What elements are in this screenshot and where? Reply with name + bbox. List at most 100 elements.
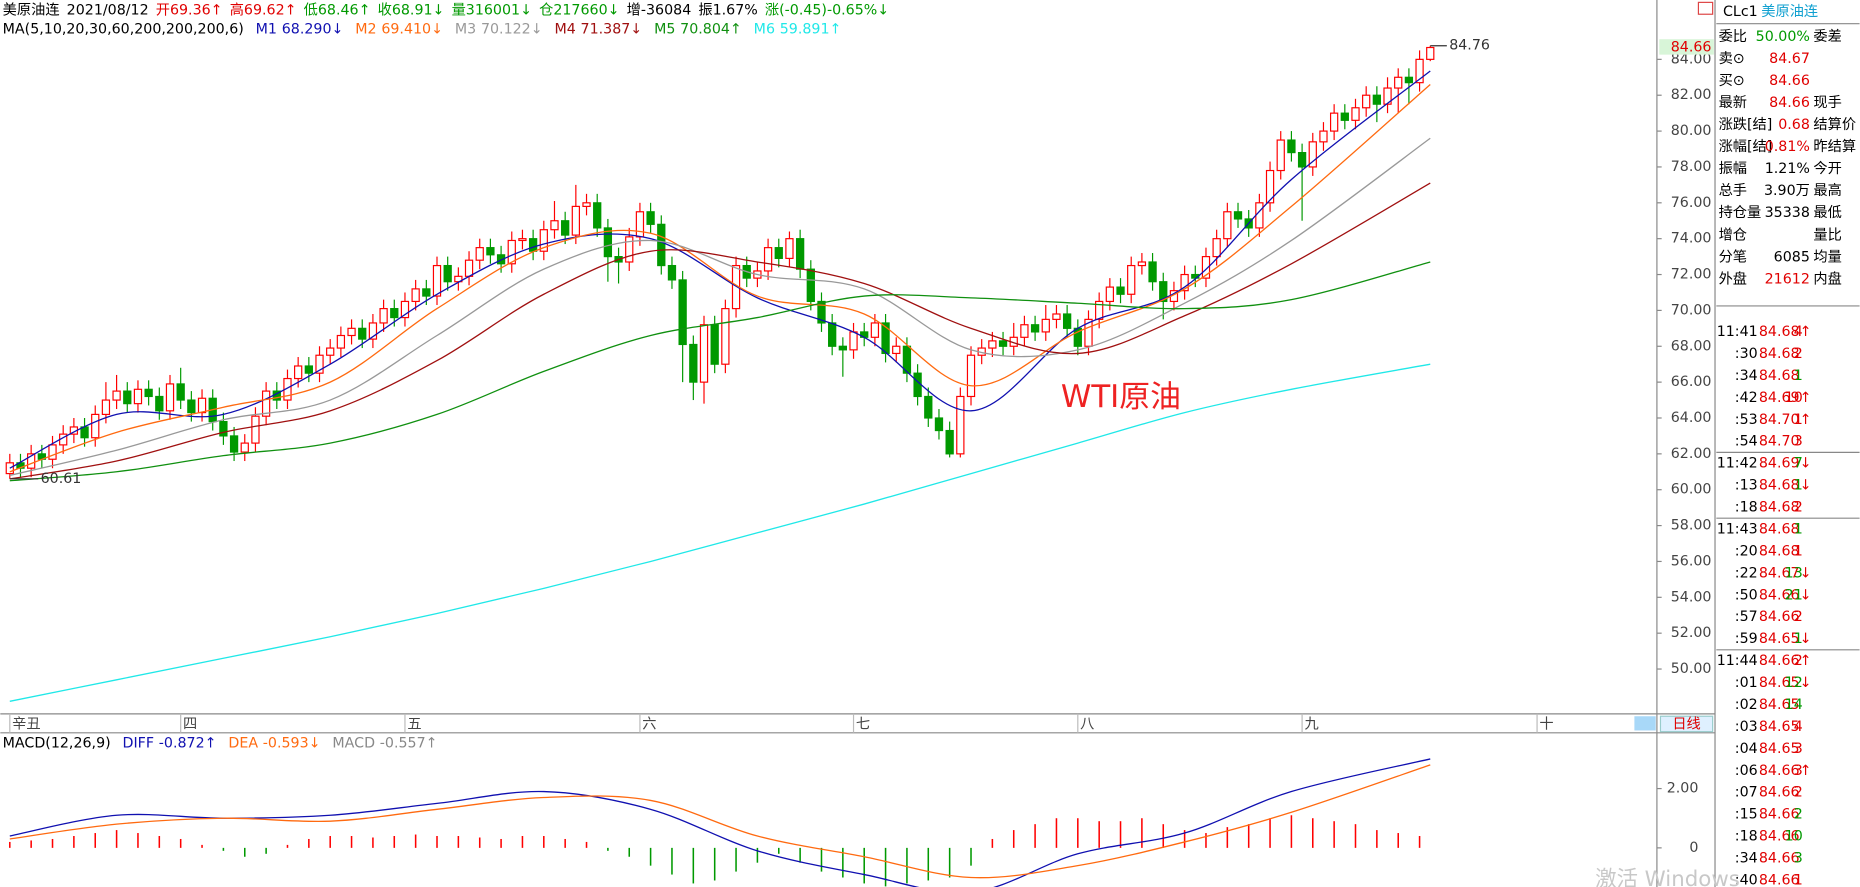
trade-time: :20 xyxy=(1735,543,1758,559)
y-tick-label: 74.00 xyxy=(1671,231,1712,247)
trade-volume: 2 xyxy=(1794,609,1803,625)
quote-label: 均量 xyxy=(1813,248,1841,265)
y-tick-label: 64.00 xyxy=(1671,410,1712,426)
legend-text: M1 xyxy=(256,22,277,38)
legend-text: 量316001↓ xyxy=(452,3,532,19)
last-price-label: 84.66 xyxy=(1671,40,1712,56)
candle-body xyxy=(400,300,410,319)
candle-body xyxy=(699,324,709,383)
quote-value: 21612 xyxy=(1765,271,1810,287)
candle-body xyxy=(1084,318,1093,347)
header-info: 美原油连 2021/08/12 开69.36↑ 高69.62↑ 低68.46↑ 收68.9… xyxy=(3,2,890,19)
ma-line xyxy=(9,137,1431,477)
candle-body xyxy=(678,279,687,346)
legend-text: 振1.67% xyxy=(698,2,757,19)
quote-value: 0.81% xyxy=(1765,139,1810,155)
candle-body xyxy=(197,397,207,414)
ma-line xyxy=(9,70,1431,469)
legend-text: 71.387↓ xyxy=(581,22,643,38)
legend-text: 开69.36↑ xyxy=(156,3,223,19)
candle-body xyxy=(1372,94,1382,105)
candle-body xyxy=(1276,139,1285,172)
trade-price: 84.65 xyxy=(1759,741,1800,757)
candle-body xyxy=(1148,261,1157,283)
candle-body xyxy=(368,322,378,340)
quote-label: 买⊙ xyxy=(1719,72,1745,89)
y-tick-label: 56.00 xyxy=(1671,553,1712,569)
candle-body xyxy=(913,372,922,398)
candle-body xyxy=(924,395,933,419)
candle-body xyxy=(710,324,719,365)
legend-text: 美原油连 xyxy=(3,2,60,19)
candle-body xyxy=(1020,324,1029,338)
candle-body xyxy=(219,420,228,437)
quote-label: 持仓量 xyxy=(1719,204,1762,221)
y-tick-label: 84.00 xyxy=(1671,51,1712,67)
trade-volume: 3 xyxy=(1794,763,1803,779)
candle-body xyxy=(1159,281,1168,303)
candle-body xyxy=(1223,211,1232,240)
trade-volume: 10 xyxy=(1785,829,1803,845)
quote-label: 总手 xyxy=(1719,182,1747,199)
symbol: CLc1 xyxy=(1723,4,1758,20)
trade-time: :02 xyxy=(1735,697,1758,713)
ma-line xyxy=(9,363,1431,702)
period-label[interactable]: 日线 xyxy=(1672,716,1700,733)
macd-legend: MACD(12,26,9) DIFF -0.872↑ DEA -0.593↓ MACD -0… xyxy=(3,736,438,752)
trade-time: :07 xyxy=(1735,785,1758,801)
quote-value: 1.21% xyxy=(1765,161,1810,177)
candle-body xyxy=(721,308,730,365)
candle-body xyxy=(774,247,783,259)
y-tick-label: 50.00 xyxy=(1671,661,1712,677)
trade-price: 84.68↓ xyxy=(1759,478,1812,494)
quote-label: 现手 xyxy=(1813,94,1841,111)
legend-text: M5 xyxy=(654,22,675,38)
legend-text: 增-36084 xyxy=(627,2,692,19)
quote-label: 分笔 xyxy=(1719,248,1747,265)
quote-label: 振幅 xyxy=(1719,160,1747,177)
candle-body xyxy=(838,345,847,351)
quote-label: 增仓 xyxy=(1719,226,1747,243)
quote-value: 0.68 xyxy=(1778,117,1810,133)
macd-line xyxy=(9,764,1431,879)
candle-body xyxy=(657,223,666,267)
window-icon[interactable] xyxy=(1697,1,1714,15)
trade-price: 84.66 xyxy=(1759,785,1800,801)
candle-body xyxy=(571,205,580,236)
quote-label: 最新 xyxy=(1719,94,1747,111)
trade-volume: 13 xyxy=(1785,565,1803,581)
candle-body xyxy=(112,390,121,401)
candle-body xyxy=(1265,169,1275,204)
period-button[interactable] xyxy=(1659,715,1714,733)
candle-body xyxy=(486,247,495,256)
candle-body xyxy=(1308,141,1317,168)
candle-body xyxy=(358,327,367,340)
ma-line xyxy=(9,83,1431,473)
trade-volume: 1 xyxy=(1794,521,1803,537)
quote-label: 外盘 xyxy=(1719,269,1747,287)
candle-body xyxy=(1415,58,1424,84)
candle-body xyxy=(48,444,57,460)
candle-body xyxy=(229,435,239,453)
candle-body xyxy=(240,442,249,453)
quote-label: 委差 xyxy=(1813,28,1841,45)
y-tick-label: 78.00 xyxy=(1671,159,1712,175)
ma-line xyxy=(9,261,1431,482)
scroll-thumb[interactable] xyxy=(1634,716,1656,731)
legend-text: M2 xyxy=(355,22,376,38)
candle-body xyxy=(561,220,570,236)
candle-body xyxy=(5,462,14,475)
quote-value: 84.66 xyxy=(1769,95,1810,111)
trade-price: 84.66 xyxy=(1759,872,1800,887)
watermark: 激活 Windows xyxy=(1595,867,1740,887)
trade-price: 84.66 xyxy=(1759,807,1800,823)
trade-volume: 7 xyxy=(1794,456,1803,472)
candle-body xyxy=(593,202,602,229)
trade-time: 11:44 xyxy=(1717,653,1758,669)
high-label: 84.76 xyxy=(1449,38,1490,54)
legend-text: MACD xyxy=(332,736,375,752)
legend-text: -0.557↑ xyxy=(380,736,438,752)
candle-body xyxy=(1319,130,1328,143)
candle-body xyxy=(646,211,655,225)
